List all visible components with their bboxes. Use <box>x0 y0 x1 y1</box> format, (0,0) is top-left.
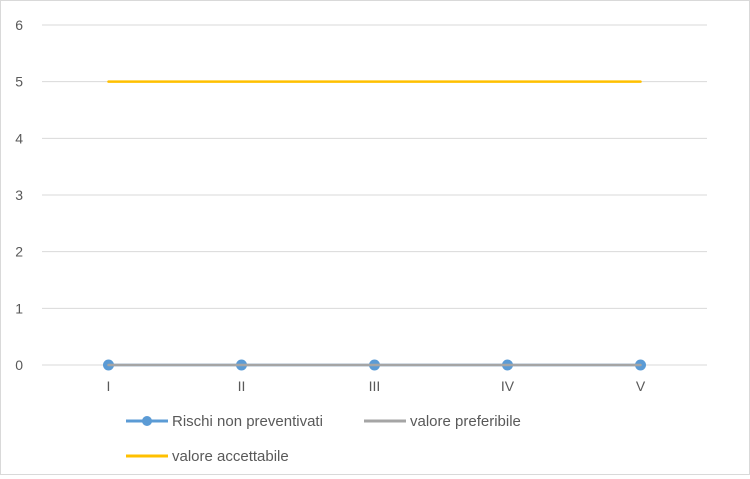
x-tick-label: IV <box>501 378 515 394</box>
x-tick-label: V <box>636 378 646 394</box>
legend-marker <box>142 416 152 426</box>
y-axis-ticks: 0 1 2 3 4 5 6 <box>15 17 23 373</box>
y-tick-label: 3 <box>15 187 23 203</box>
legend: Rischi non preventivati valore preferibil… <box>126 413 521 465</box>
legend-label: Rischi non preventivati <box>172 413 323 430</box>
y-tick-label: 0 <box>15 357 23 373</box>
x-tick-label: III <box>369 378 381 394</box>
x-axis-ticks: I II III IV V <box>107 378 646 394</box>
x-tick-label: I <box>107 378 111 394</box>
y-tick-label: 4 <box>15 130 23 146</box>
y-tick-label: 6 <box>15 17 23 33</box>
y-tick-label: 2 <box>15 244 23 260</box>
series-group <box>103 80 646 371</box>
x-tick-label: II <box>238 378 246 394</box>
gridlines <box>42 24 707 366</box>
y-tick-label: 5 <box>15 74 23 90</box>
legend-label: valore accettabile <box>172 448 289 465</box>
legend-label: valore preferibile <box>410 413 521 430</box>
y-tick-label: 1 <box>15 300 23 316</box>
